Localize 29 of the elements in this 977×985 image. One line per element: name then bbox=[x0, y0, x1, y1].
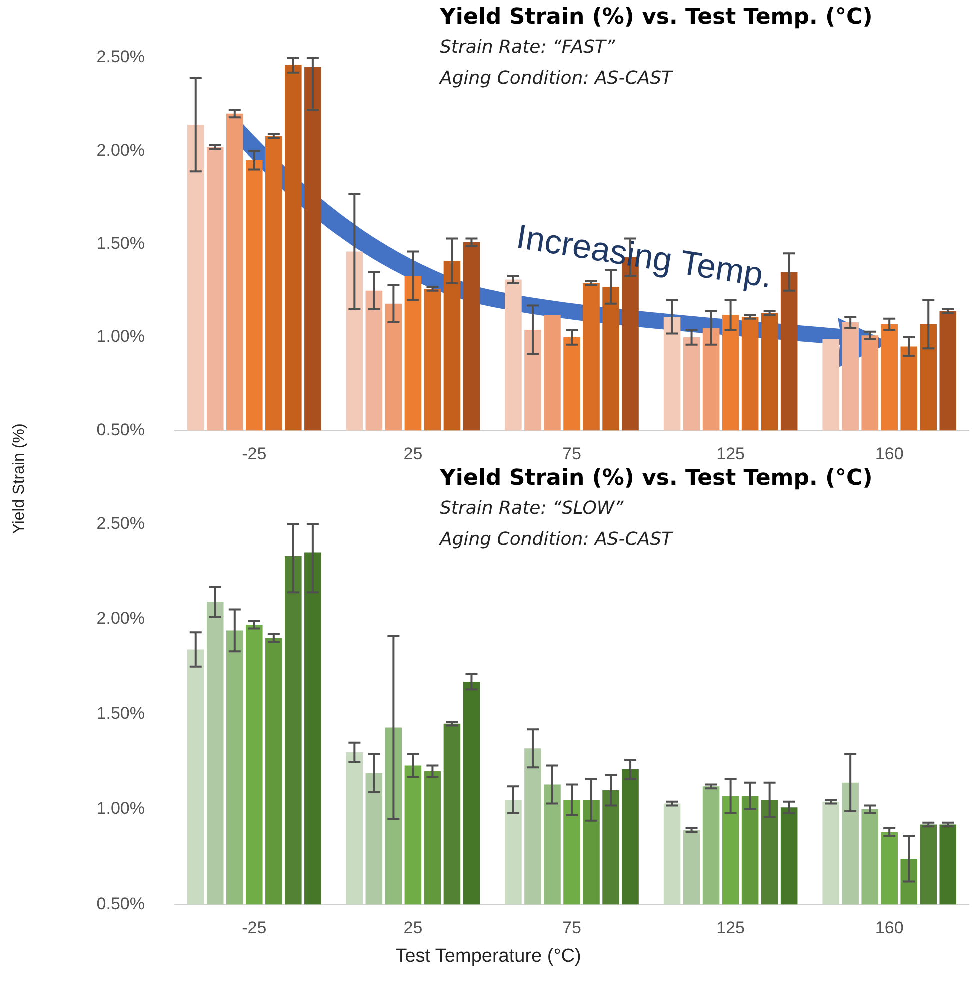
x-tick-label: 75 bbox=[562, 918, 582, 938]
y-tick-label: 0.50% bbox=[96, 420, 145, 440]
annotation: Increasing Temp. bbox=[514, 218, 776, 297]
x-tick-label: 160 bbox=[875, 918, 904, 938]
chart-title: Yield Strain (%) vs. Test Temp. (°C) bbox=[440, 5, 873, 30]
x-tick-label: 25 bbox=[404, 918, 423, 938]
y-tick-label: 2.50% bbox=[96, 514, 145, 533]
y-tick-label: 1.00% bbox=[96, 327, 145, 346]
y-tick-label: 1.00% bbox=[96, 799, 145, 818]
y-tick-label: 2.50% bbox=[96, 48, 145, 67]
x-axis-title: Test Temperature (°C) bbox=[394, 946, 582, 968]
chart-subtitle: Strain Rate: “SLOW” bbox=[440, 498, 624, 519]
y-tick-label: 2.00% bbox=[96, 140, 145, 160]
x-tick-label: 75 bbox=[562, 444, 582, 464]
chart-subtitle: Strain Rate: “FAST” bbox=[440, 37, 616, 58]
y-tick-label: 2.00% bbox=[96, 608, 145, 628]
x-tick-label: -25 bbox=[242, 444, 267, 464]
chart-title: Yield Strain (%) vs. Test Temp. (°C) bbox=[440, 466, 873, 491]
x-tick-label: 125 bbox=[716, 918, 745, 938]
x-tick-label: -25 bbox=[242, 918, 267, 938]
y-tick-label: 0.50% bbox=[96, 894, 145, 914]
annotation: Aging Condition: AS-CAST bbox=[440, 68, 673, 89]
x-tick-label: 125 bbox=[716, 444, 745, 464]
x-tick-label: 25 bbox=[404, 444, 423, 464]
annotation: Aging Condition: AS-CAST bbox=[440, 529, 673, 550]
y-tick-label: 1.50% bbox=[96, 704, 145, 724]
x-tick-label: 160 bbox=[875, 444, 904, 464]
y-axis-title: Yield Strain (%) bbox=[11, 422, 29, 536]
y-tick-label: 1.50% bbox=[96, 234, 145, 253]
